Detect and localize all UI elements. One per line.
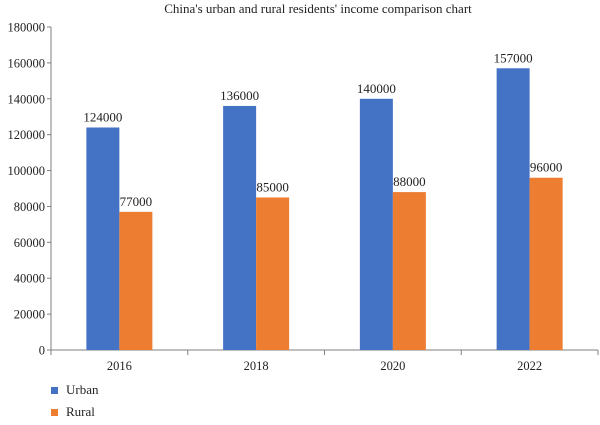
y-tick-label: 120000 (8, 128, 46, 142)
y-tick-label: 60000 (14, 236, 45, 250)
chart-title: China's urban and rural residents' incom… (164, 1, 472, 16)
x-tick-label: 2016 (107, 359, 132, 373)
data-label-urban-2022: 157000 (494, 50, 533, 65)
x-tick-label: 2018 (244, 359, 269, 373)
bar-urban-2016 (86, 127, 120, 350)
bar-rural-2022 (529, 177, 563, 350)
bars (86, 68, 563, 351)
legend-swatch-urban (51, 387, 58, 394)
data-label-urban-2020: 140000 (357, 81, 396, 96)
data-label-urban-2018: 136000 (220, 88, 259, 103)
legend: Urban Rural (51, 382, 99, 419)
y-tick-label: 40000 (14, 272, 45, 286)
y-axis-ticks: 0 20000 40000 60000 80000 100000 120000 140000 1… (8, 21, 51, 358)
y-tick-label: 80000 (14, 200, 45, 214)
bar-rural-2016 (119, 211, 153, 350)
y-tick-label: 160000 (8, 56, 46, 70)
bar-rural-2020 (392, 192, 426, 350)
data-label-rural-2016: 77000 (120, 194, 153, 209)
legend-swatch-rural (51, 409, 58, 416)
x-tick-label: 2020 (380, 359, 405, 373)
y-tick-label: 0 (39, 344, 45, 358)
y-tick-label: 20000 (14, 308, 45, 322)
data-label-rural-2022: 96000 (530, 160, 563, 175)
bar-urban-2018 (223, 105, 257, 350)
bar-urban-2022 (496, 68, 530, 351)
data-label-rural-2018: 85000 (256, 179, 289, 194)
data-label-urban-2016: 124000 (83, 109, 122, 124)
x-axis-ticks: 2016 2018 2020 2022 (50, 350, 599, 373)
legend-label-rural: Rural (66, 404, 95, 419)
y-tick-label: 180000 (8, 21, 46, 35)
bar-rural-2018 (256, 197, 290, 350)
data-label-rural-2020: 88000 (393, 174, 426, 189)
y-tick-label: 100000 (8, 164, 46, 178)
y-tick-label: 140000 (8, 92, 46, 106)
data-labels: 124000 136000 140000 157000 77000 85000 88000 9… (83, 50, 562, 209)
bar-urban-2020 (359, 98, 393, 351)
legend-label-urban: Urban (66, 382, 99, 397)
x-tick-label: 2022 (517, 359, 542, 373)
